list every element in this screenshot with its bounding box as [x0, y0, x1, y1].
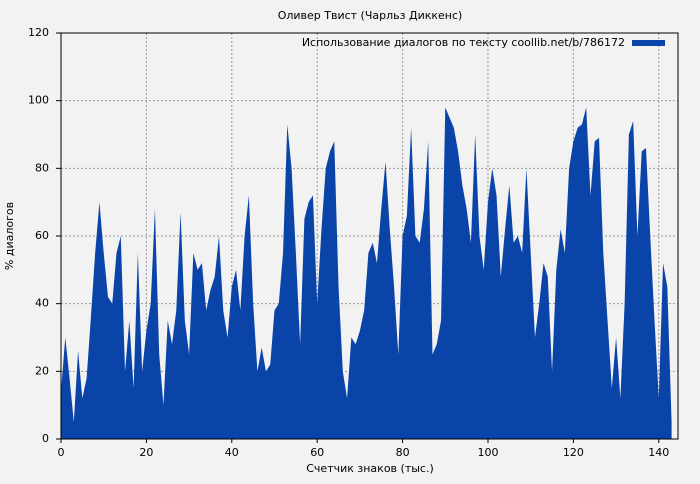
y-tick-label: 120 — [28, 26, 49, 39]
y-tick-label: 80 — [35, 161, 49, 174]
legend-label: Использование диалогов по тексту coollib… — [302, 36, 625, 49]
plot-frame — [60, 32, 679, 440]
x-tick-label: 0 — [58, 446, 65, 459]
x-tick-label: 80 — [396, 446, 410, 459]
chart-title: Оливер Твист (Чарльз Диккенс) — [278, 9, 463, 22]
legend-swatch — [632, 40, 665, 46]
y-tick-label: 100 — [28, 94, 49, 107]
x-tick-label: 20 — [139, 446, 153, 459]
y-tick-label: 60 — [35, 229, 49, 242]
x-tick-label: 120 — [563, 446, 584, 459]
y-tick-label: 40 — [35, 297, 49, 310]
x-tick-label: 40 — [225, 446, 239, 459]
x-tick-label: 60 — [310, 446, 324, 459]
x-tick-label: 100 — [477, 446, 498, 459]
y-tick-label: 0 — [42, 432, 49, 445]
area — [61, 107, 672, 439]
y-axis-label: % диалогов — [3, 202, 16, 270]
y-tick-label: 20 — [35, 364, 49, 377]
x-tick-label: 140 — [648, 446, 669, 459]
x-axis-label: Счетчик знаков (тыс.) — [306, 462, 434, 475]
